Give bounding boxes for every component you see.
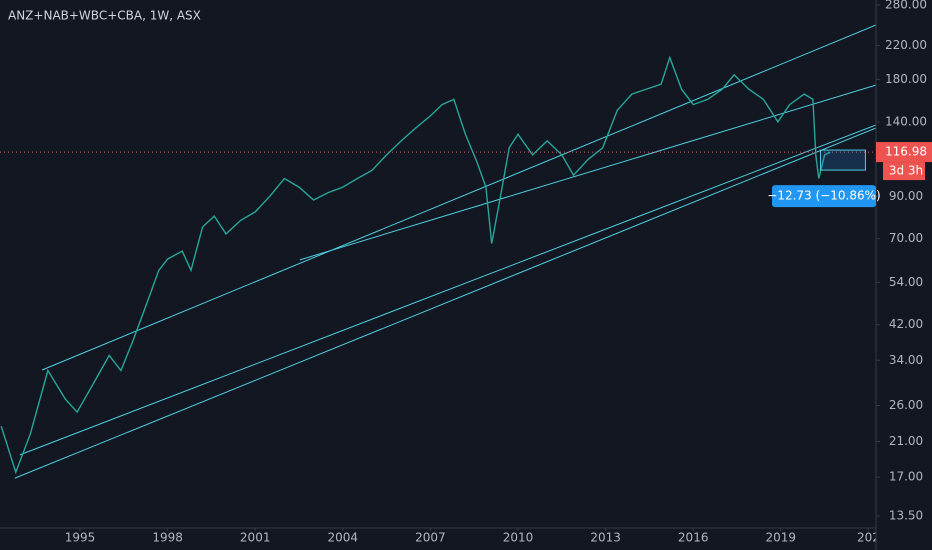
y-tick-label: 54.00	[889, 275, 923, 289]
y-tick-label: 280.00	[885, 0, 927, 11]
price-scale	[876, 0, 932, 550]
x-tick-label: 2016	[678, 531, 709, 545]
plot	[0, 24, 876, 479]
countdown-label: 3d 3h	[889, 164, 923, 178]
x-tick-label: 2010	[503, 531, 534, 545]
measure-label: −12.73 (−10.86%)	[767, 189, 880, 203]
x-tick-label: 202	[857, 531, 880, 545]
y-tick-label: 220.00	[885, 38, 927, 52]
y-tick-label: 21.00	[889, 434, 923, 448]
trendline	[19, 124, 876, 456]
x-tick-label: 2019	[766, 531, 797, 545]
y-tick-label: 90.00	[889, 189, 923, 203]
x-tick-label: 2007	[415, 531, 446, 545]
x-tick-label: 1995	[65, 531, 96, 545]
trendline	[41, 24, 876, 371]
x-tick-label: 2004	[328, 531, 359, 545]
measure-label-box	[772, 185, 876, 208]
y-tick-label: 34.00	[889, 353, 923, 367]
y-tick-label: 17.00	[889, 470, 923, 484]
y-tick-label: 70.00	[889, 231, 923, 245]
measure-box	[819, 149, 866, 171]
y-tick-label: 180.00	[885, 72, 927, 86]
trendline	[14, 127, 876, 479]
trendline	[299, 84, 876, 261]
countdown-box	[883, 162, 925, 181]
y-tick-label: 140.00	[885, 114, 927, 128]
chart-title: ANZ+NAB+WBC+CBA, 1W, ASX	[8, 9, 201, 23]
x-tick-label: 2013	[590, 531, 621, 545]
y-tick-label: 26.00	[889, 398, 923, 412]
y-tick-label: 13.50	[889, 508, 923, 522]
x-tick-label: 1998	[152, 531, 183, 545]
y-tick-label: 42.00	[889, 317, 923, 331]
last-price-label: 116.98	[885, 145, 927, 159]
price-line	[0, 55, 831, 475]
last-price-box	[876, 142, 932, 163]
x-tick-label: 2001	[240, 531, 271, 545]
